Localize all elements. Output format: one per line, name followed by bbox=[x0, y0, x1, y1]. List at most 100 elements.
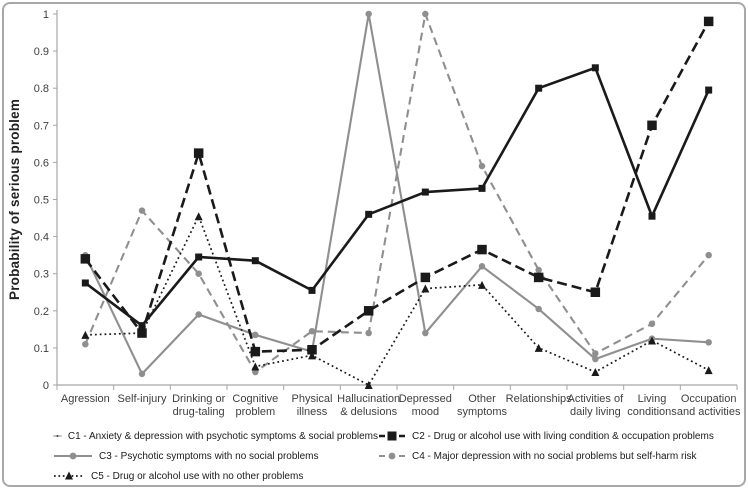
legend-item-c5: C5 - Drug or alcohol use with no other p… bbox=[53, 470, 378, 482]
marker-c5 bbox=[194, 212, 203, 221]
marker-c4 bbox=[82, 340, 89, 348]
marker-c4 bbox=[705, 251, 712, 259]
y-tick-label: 1 bbox=[43, 9, 49, 21]
marker-c2 bbox=[307, 345, 317, 355]
marker-c1 bbox=[591, 64, 599, 72]
y-tick-label: 0.6 bbox=[34, 157, 49, 169]
marker-c2 bbox=[250, 346, 261, 357]
marker-c3 bbox=[138, 370, 146, 378]
marker-c4 bbox=[365, 329, 372, 337]
marker-c2 bbox=[533, 272, 544, 283]
marker-c3 bbox=[592, 355, 599, 363]
marker-c2 bbox=[647, 120, 657, 131]
legend-line-c1-icon bbox=[53, 435, 62, 437]
marker-c1 bbox=[648, 212, 656, 220]
x-category-label: Occupation bbox=[681, 393, 737, 405]
marker-c3 bbox=[195, 311, 202, 318]
marker-c2 bbox=[477, 244, 487, 255]
marker-c5 bbox=[138, 329, 146, 338]
marker-c1 bbox=[478, 184, 486, 192]
x-category-label: Depressed bbox=[399, 393, 452, 405]
x-category-label: mood bbox=[412, 406, 440, 418]
marker-c2 bbox=[420, 272, 431, 283]
marker-c5 bbox=[591, 368, 600, 377]
y-tick-label: 0.8 bbox=[34, 83, 49, 95]
marker-c5 bbox=[81, 330, 90, 339]
x-category-label: Drinking or bbox=[172, 393, 226, 405]
legend-item-c4: C4 - Major depression with no social pro… bbox=[378, 450, 740, 462]
marker-c4 bbox=[478, 162, 486, 170]
legend-line-c3-icon bbox=[54, 452, 92, 460]
marker-c5 bbox=[308, 351, 316, 360]
legend-label-c3: C3 - Psychotic symptoms with no social p… bbox=[99, 450, 319, 462]
legend-label-c1: C1 - Anxiety & depression with psychotic… bbox=[67, 430, 378, 442]
x-category-label: Physical bbox=[292, 393, 333, 405]
marker-c1 bbox=[308, 286, 316, 294]
marker-c3 bbox=[478, 263, 486, 270]
marker-c2 bbox=[80, 254, 91, 264]
legend-label-c5: C5 - Drug or alcohol use with no other p… bbox=[91, 470, 304, 482]
y-tick-label: 0.2 bbox=[34, 306, 49, 318]
series-line-c3 bbox=[84, 13, 709, 376]
x-category-label: conditions bbox=[627, 406, 677, 418]
marker-c3 bbox=[365, 10, 372, 18]
marker-c3 bbox=[535, 305, 542, 313]
series-line-c1 bbox=[84, 66, 710, 328]
x-category-label: Activities of bbox=[568, 393, 625, 405]
x-category-label: Other bbox=[468, 393, 496, 405]
legend: C1 - Anxiety & depression with psychotic… bbox=[53, 430, 740, 482]
y-tick-label: 0.9 bbox=[34, 46, 49, 58]
x-category-label: Self-injury bbox=[118, 393, 167, 405]
marker-c1 bbox=[251, 257, 259, 265]
legend-label-c2: C2 - Drug or alcohol use with living con… bbox=[412, 430, 714, 442]
marker-c1 bbox=[138, 322, 146, 330]
marker-c2 bbox=[703, 16, 714, 27]
marker-c3 bbox=[252, 331, 259, 339]
marker-c4 bbox=[648, 320, 656, 328]
y-tick-label: 0.5 bbox=[34, 195, 49, 207]
x-category-label: illness bbox=[297, 406, 328, 418]
x-category-label: problem bbox=[235, 406, 275, 418]
marker-c2 bbox=[193, 148, 204, 158]
marker-c5 bbox=[534, 343, 543, 352]
marker-c4 bbox=[308, 327, 316, 335]
marker-c5 bbox=[704, 366, 713, 375]
series-line-c5 bbox=[85, 214, 710, 387]
legend-item-c1: C1 - Anxiety & depression with psychotic… bbox=[53, 430, 378, 442]
marker-c2 bbox=[363, 306, 374, 316]
x-category-label: and activities bbox=[677, 406, 741, 418]
legend-line-c2-icon bbox=[379, 431, 405, 441]
legend-item-c3: C3 - Psychotic symptoms with no social p… bbox=[53, 450, 378, 462]
marker-c4 bbox=[592, 350, 599, 357]
marker-c4 bbox=[535, 266, 542, 274]
marker-c3 bbox=[422, 329, 429, 337]
y-tick-label: 0.4 bbox=[34, 232, 49, 244]
marker-c5 bbox=[421, 284, 430, 293]
marker-c5 bbox=[478, 280, 486, 289]
x-category-label: Relationships bbox=[506, 393, 573, 405]
marker-c5 bbox=[251, 362, 260, 371]
marker-c1 bbox=[81, 279, 89, 287]
x-category-label: symptoms bbox=[457, 406, 508, 418]
marker-c3 bbox=[705, 339, 712, 346]
series-line-c4 bbox=[84, 10, 710, 374]
x-category-label: Hallucination bbox=[337, 393, 400, 405]
legend-label-c4: C4 - Major depression with no social pro… bbox=[412, 450, 697, 462]
y-tick-label: 0 bbox=[43, 380, 49, 392]
marker-c1 bbox=[195, 253, 203, 261]
legend-line-c4-icon bbox=[379, 452, 405, 460]
legend-item-c2: C2 - Drug or alcohol use with living con… bbox=[378, 430, 740, 442]
x-category-label: daily living bbox=[570, 406, 621, 418]
y-tick-label: 0.3 bbox=[34, 269, 49, 281]
x-category-label: drug-taling bbox=[173, 406, 225, 418]
marker-c1 bbox=[705, 86, 713, 94]
marker-c5 bbox=[364, 381, 373, 389]
x-category-label: Agression bbox=[61, 393, 110, 405]
line-chart-plot: 0 0.1 0.2 0.3 0.4 0.5 0.6 0.7 0.8 0.9 1 Agression Se… bbox=[34, 9, 741, 418]
x-category-label: Cognitive bbox=[232, 393, 278, 405]
marker-c1 bbox=[421, 188, 429, 196]
marker-c1 bbox=[535, 84, 543, 92]
y-tick-label: 0.1 bbox=[34, 343, 49, 355]
marker-c4 bbox=[422, 10, 429, 18]
